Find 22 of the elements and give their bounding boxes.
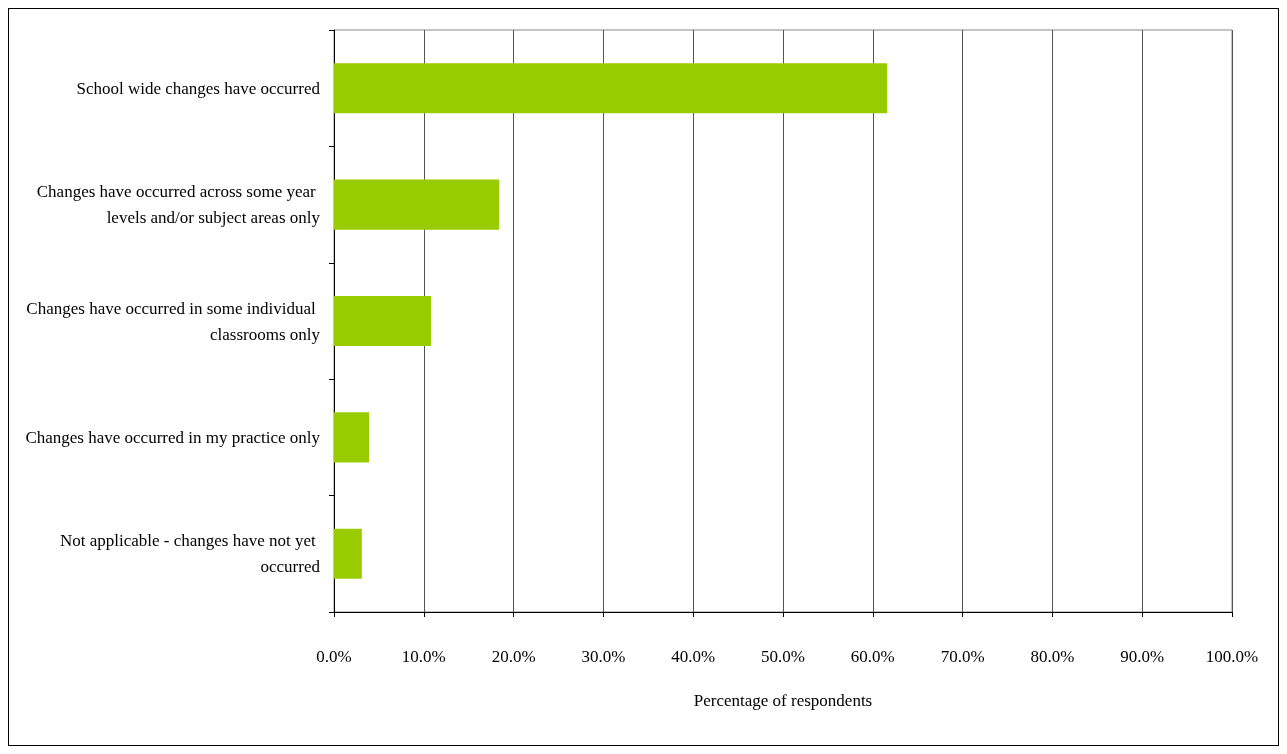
x-axis-title: Percentage of respondents bbox=[693, 691, 873, 710]
x-tick-label: 40.0% bbox=[671, 647, 716, 666]
x-tick-label: 60.0% bbox=[850, 647, 895, 666]
x-tick-label: 80.0% bbox=[1030, 647, 1075, 666]
x-tick-label: 0.0% bbox=[316, 647, 352, 666]
x-tick-label: 10.0% bbox=[401, 647, 446, 666]
bar bbox=[334, 412, 370, 463]
bar bbox=[334, 179, 500, 230]
y-tick-label: Changes have occurred across some year levels and/or subject areas only bbox=[36, 182, 321, 228]
bar bbox=[334, 295, 431, 347]
x-tick-label: 50.0% bbox=[761, 647, 805, 666]
y-tick-label: School wide changes have occurred bbox=[76, 78, 321, 98]
y-tick-label: Changes have occurred in my practice only bbox=[25, 427, 321, 447]
bar bbox=[334, 63, 888, 114]
y-tick-label: Not applicable - changes have not yet occurred bbox=[59, 531, 321, 577]
x-tick-label: 90.0% bbox=[1120, 647, 1165, 666]
y-tick-label: Changes have occurred in some individual classrooms only bbox=[26, 298, 321, 344]
bar bbox=[334, 528, 362, 579]
x-tick-label: 100.0% bbox=[1205, 647, 1259, 666]
x-tick-label: 20.0% bbox=[491, 647, 536, 666]
x-tick-label: 30.0% bbox=[581, 647, 626, 666]
x-tick-label: 70.0% bbox=[940, 647, 985, 666]
